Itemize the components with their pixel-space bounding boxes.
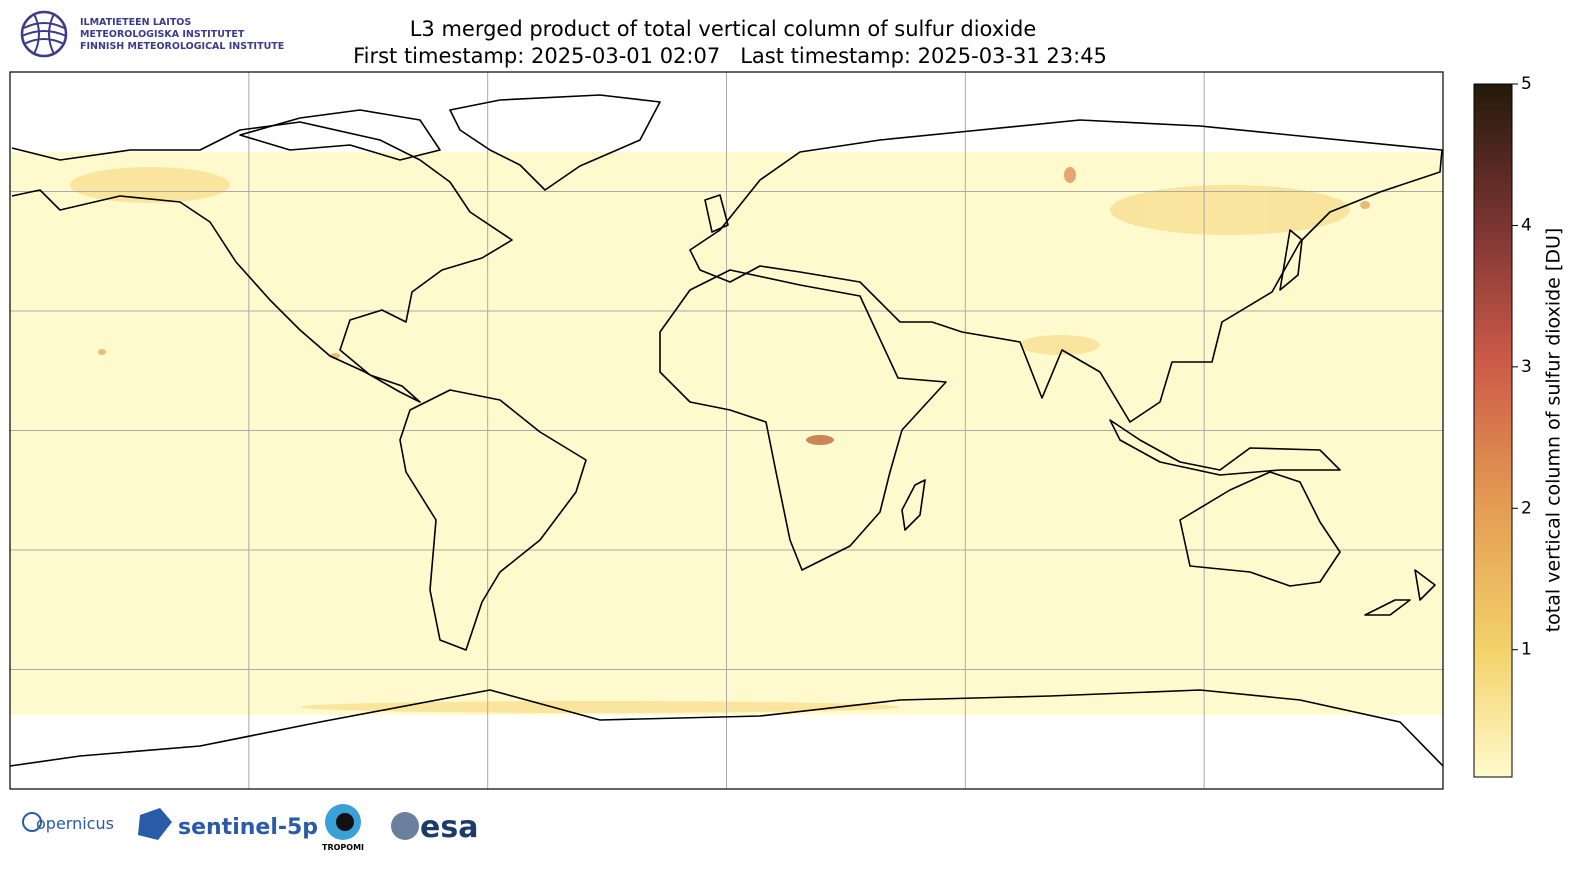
title: L3 merged product of total vertical colu… [410,17,1037,41]
colorbar-tick-label: 5 [1521,74,1532,94]
subtitle: First timestamp: 2025-03-01 02:07 Last t… [353,44,1107,68]
colorbar-tick-label: 1 [1521,640,1532,660]
map [9,71,1444,790]
colorbar-scale [1473,83,1513,778]
eurasia [689,119,1443,423]
greenland [449,94,661,191]
japan [1279,229,1303,291]
new-zealand [1364,569,1436,616]
arctic-islands [239,109,441,161]
logo-sentinel: sentinel-5p [178,815,318,840]
indonesia [1109,419,1341,476]
madagascar [901,479,926,531]
colorbar: total vertical column of sulfur dioxide … [1473,74,1565,778]
map-frame [9,71,1444,790]
institute-line: FINNISH METEOROLOGICAL INSTITUTE [80,41,284,52]
logo-tropomi: TROPOMI [322,843,364,852]
logo-copernicus: opernicus [36,814,114,833]
colorbar-tick-label: 2 [1521,498,1532,518]
south-america [399,389,587,651]
antarctica [9,689,1444,767]
colorbar-label: total vertical column of sulfur dioxide … [1543,228,1565,633]
north-america [11,121,513,403]
colorbar-tick-label: 3 [1521,357,1532,377]
fmi-logo: ILMATIETEEN LAITOS METEOROLOGISKA INSTIT… [20,10,284,58]
logo-esa: esa [420,810,478,845]
coastlines [9,94,1444,767]
institute-line: ILMATIETEEN LAITOS [80,17,191,28]
africa [659,269,947,571]
australia [1179,471,1341,587]
footer-logos: opernicus sentinel-5p TROPOMI esa [22,804,478,852]
institute-line: METEOROLOGISKA INSTITUTET [80,29,245,40]
british-isles [704,194,729,233]
colorbar-tick-label: 4 [1521,215,1532,235]
so2-hotspots [70,167,1370,713]
gridlines [10,72,1443,789]
